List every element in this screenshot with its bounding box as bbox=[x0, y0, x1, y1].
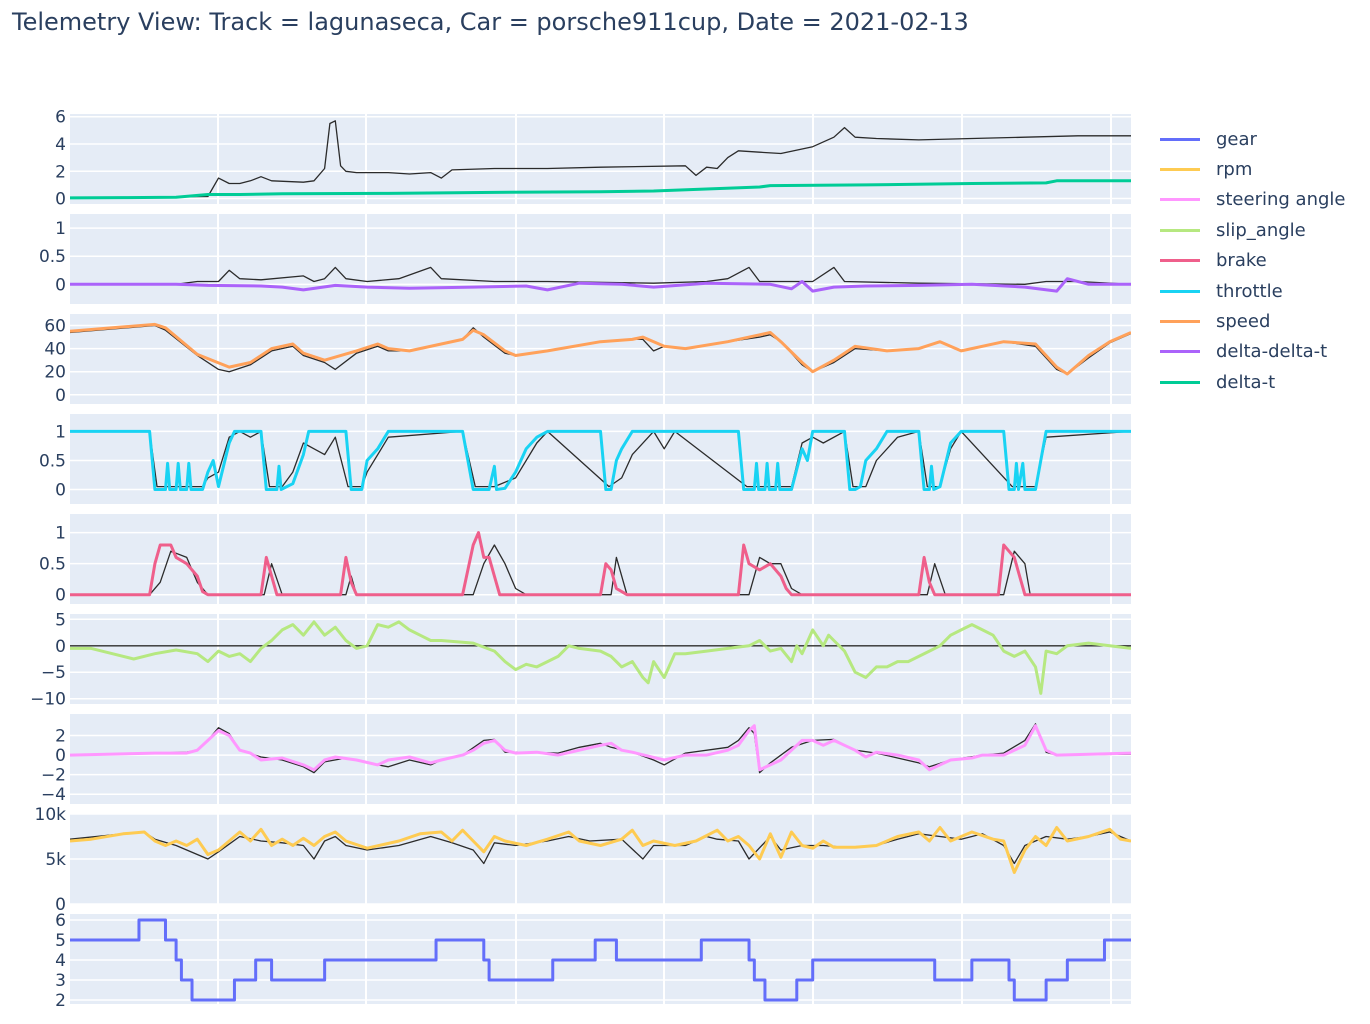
y-tick-label: 0 bbox=[55, 480, 66, 500]
legend-label: rpm bbox=[1216, 159, 1253, 181]
legend-swatch bbox=[1160, 198, 1200, 202]
y-tick-label: −5 bbox=[41, 663, 66, 683]
series-line-gear bbox=[70, 918, 1131, 1002]
plot-background bbox=[70, 214, 1131, 304]
y-tick-label: 20 bbox=[44, 363, 66, 383]
legend-swatch bbox=[1160, 350, 1200, 354]
panel-slip-angle: −10 −5 0 5 bbox=[30, 610, 1131, 710]
y-tick-label: 0 bbox=[55, 190, 66, 210]
y-tick-label: 4 bbox=[55, 951, 66, 971]
y-tick-label: 0 bbox=[55, 895, 66, 915]
legend-label: throttle bbox=[1216, 280, 1283, 302]
legend-label: slip_angle bbox=[1216, 219, 1306, 241]
panel-delta-t: 0 2 4 6 bbox=[55, 108, 1131, 210]
y-tick-label: −10 bbox=[30, 690, 66, 710]
legend-swatch bbox=[1160, 320, 1200, 324]
legend-label: gear bbox=[1216, 128, 1257, 150]
legend-label: delta-t bbox=[1216, 371, 1276, 393]
y-tick-label: 5 bbox=[55, 610, 66, 630]
y-tick-label: 5 bbox=[55, 931, 66, 951]
legend-swatch bbox=[1160, 289, 1200, 293]
plot-background bbox=[70, 114, 1131, 204]
y-tick-label: 60 bbox=[44, 317, 66, 337]
plot-background bbox=[70, 914, 1131, 1004]
legend-label: steering angle bbox=[1216, 189, 1346, 211]
legend-item-rpm[interactable]: rpm bbox=[1160, 154, 1345, 184]
y-tick-label: 2 bbox=[55, 991, 66, 1011]
y-tick-label: 10k bbox=[35, 805, 67, 825]
y-tick-label: 0 bbox=[55, 746, 66, 766]
series-line-throttle bbox=[70, 429, 1131, 491]
legend-item-brake[interactable]: brake bbox=[1160, 246, 1345, 276]
legend-item-steering-angle[interactable]: steering angle bbox=[1160, 185, 1345, 215]
panel-throttle: 00.51 bbox=[39, 414, 1131, 504]
y-tick-label: 1 bbox=[55, 219, 66, 239]
panel-brake: 00.51 bbox=[39, 514, 1131, 606]
y-tick-label: 0 bbox=[55, 586, 66, 606]
reference-lap-line bbox=[70, 430, 1131, 488]
legend-item-slip-angle[interactable]: slip_angle bbox=[1160, 215, 1345, 245]
y-tick-label: 0 bbox=[55, 637, 66, 657]
legend-swatch bbox=[1160, 380, 1200, 384]
y-tick-label: −2 bbox=[41, 766, 66, 786]
legend-label: brake bbox=[1216, 250, 1267, 272]
y-tick-label: 2 bbox=[55, 162, 66, 182]
series-line-delta-t bbox=[70, 179, 1131, 200]
legend-swatch bbox=[1160, 228, 1200, 232]
plot-background bbox=[70, 614, 1131, 704]
y-tick-label: 0.5 bbox=[39, 451, 66, 471]
legend-label: delta-delta-t bbox=[1216, 341, 1328, 363]
legend-item-speed[interactable]: speed bbox=[1160, 306, 1345, 336]
y-tick-label: 1 bbox=[55, 422, 66, 442]
y-tick-label: 3 bbox=[55, 971, 66, 991]
series-line-rpm bbox=[70, 826, 1131, 874]
y-tick-label: 5k bbox=[45, 850, 66, 870]
y-tick-label: −4 bbox=[41, 785, 66, 805]
reference-lap-line bbox=[70, 266, 1131, 285]
legend-label: speed bbox=[1216, 311, 1271, 333]
panel-delta-delta-t: 00.51 bbox=[39, 214, 1131, 304]
legend-item-gear[interactable]: gear bbox=[1160, 124, 1345, 154]
legend-swatch bbox=[1160, 137, 1200, 141]
series-line-delta-delta-t bbox=[70, 277, 1131, 293]
legend-item-delta-t[interactable]: delta-t bbox=[1160, 367, 1345, 397]
legend-item-throttle[interactable]: throttle bbox=[1160, 276, 1345, 306]
plot-background bbox=[70, 314, 1131, 404]
legend-swatch bbox=[1160, 259, 1200, 263]
y-tick-label: 0.5 bbox=[39, 555, 66, 575]
chart-title: Telemetry View: Track = lagunaseca, Car … bbox=[12, 8, 969, 36]
plot-background bbox=[70, 414, 1131, 504]
y-tick-label: 6 bbox=[55, 911, 66, 931]
panel-speed: 0 20 40 60 bbox=[44, 314, 1131, 406]
legend-item-delta-delta-t[interactable]: delta-delta-t bbox=[1160, 337, 1345, 367]
panel-rpm: 0 5k 10k bbox=[35, 805, 1131, 915]
panel-steering-angle: −4−202 bbox=[41, 714, 1131, 805]
y-tick-label: 0 bbox=[55, 275, 66, 295]
reference-lap-line bbox=[70, 120, 1131, 199]
series-line-speed bbox=[70, 322, 1131, 376]
y-tick-label: 1 bbox=[55, 524, 66, 544]
y-tick-label: 0 bbox=[55, 386, 66, 406]
y-tick-label: 0.5 bbox=[39, 247, 66, 267]
y-tick-label: 4 bbox=[55, 135, 66, 155]
series-line-steering-angle bbox=[70, 724, 1131, 772]
series-line-slip-angle bbox=[70, 620, 1131, 695]
legend-swatch bbox=[1160, 168, 1200, 172]
y-tick-label: 6 bbox=[55, 108, 66, 128]
y-tick-label: 2 bbox=[55, 727, 66, 747]
y-tick-label: 40 bbox=[44, 340, 66, 360]
series-line-brake bbox=[70, 531, 1131, 597]
